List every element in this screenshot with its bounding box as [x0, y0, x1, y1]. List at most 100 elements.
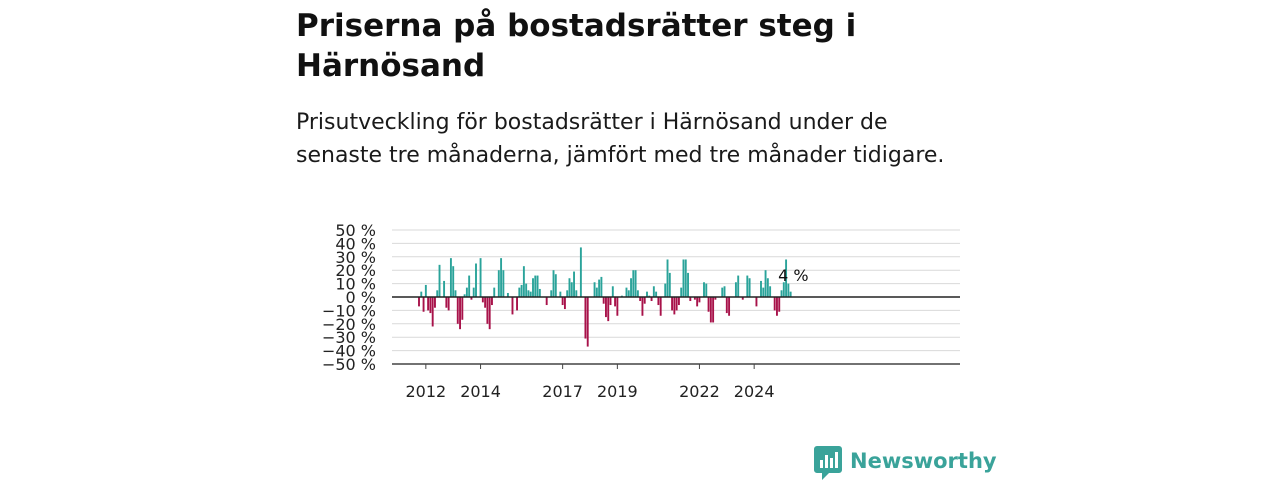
- bar: [500, 258, 503, 297]
- bar: [534, 275, 537, 297]
- bar: [561, 297, 564, 306]
- y-tick-label: 40 %: [335, 234, 376, 253]
- bar: [563, 297, 566, 310]
- chart-subtitle: Prisutveckling för bostadsrätter i Härnö…: [296, 110, 945, 168]
- bar: [506, 292, 509, 297]
- bar: [593, 282, 596, 297]
- bar: [709, 297, 712, 323]
- bar: [511, 297, 514, 315]
- bar: [787, 283, 790, 297]
- chart-title: Priserna på bostadsrätter steg i Härnösa…: [296, 8, 857, 84]
- bar: [725, 297, 728, 314]
- bar: [636, 290, 639, 297]
- bar: [630, 278, 632, 297]
- bar: [682, 259, 685, 297]
- bar: [454, 290, 457, 297]
- bar: [693, 297, 696, 300]
- bar: [479, 258, 482, 297]
- x-tick-label: 2019: [597, 382, 638, 401]
- bar: [429, 297, 432, 314]
- bar: [634, 270, 637, 297]
- bar: [522, 266, 525, 297]
- bar: [780, 290, 783, 297]
- last-value-label: 4 %: [778, 266, 808, 285]
- bar: [703, 282, 705, 297]
- bar: [463, 294, 466, 297]
- bar: [536, 275, 539, 297]
- x-tick-label: 2022: [679, 382, 720, 401]
- bar: [632, 270, 635, 297]
- bar: [639, 297, 642, 302]
- bar: [559, 291, 562, 297]
- bar: [434, 297, 436, 308]
- bar: [570, 282, 573, 297]
- bar: [529, 291, 532, 297]
- bar: [755, 297, 758, 307]
- bar: [550, 290, 553, 297]
- bar: [573, 271, 575, 297]
- bar: [782, 282, 785, 297]
- x-tick-label: 2024: [734, 382, 775, 401]
- bar: [611, 286, 614, 297]
- bar: [518, 287, 521, 297]
- bar: [527, 290, 530, 297]
- bar: [484, 297, 487, 308]
- bar: [762, 287, 765, 297]
- bar: [728, 297, 731, 316]
- bar: [470, 297, 473, 300]
- chart-bubble-icon: [814, 446, 842, 480]
- bar: [552, 270, 555, 297]
- bar: [422, 297, 425, 312]
- brand-name: Newsworthy: [850, 449, 997, 473]
- bar: [449, 258, 452, 297]
- y-tick-label: −20 %: [322, 315, 376, 334]
- bar: [538, 288, 541, 297]
- bar: [431, 297, 434, 327]
- bar: [456, 297, 459, 324]
- bar: [785, 259, 788, 297]
- y-tick-label: −50 %: [322, 355, 376, 374]
- bar: [734, 282, 737, 297]
- y-tick-label: 10 %: [335, 275, 376, 294]
- bar: [488, 297, 491, 330]
- bar: [746, 275, 749, 297]
- bar: [602, 297, 605, 304]
- bar: [554, 274, 557, 297]
- bar: [427, 297, 430, 311]
- bar: [502, 270, 505, 297]
- bar: [566, 290, 569, 297]
- x-tick-label: 2012: [405, 382, 446, 401]
- bar: [659, 297, 662, 316]
- bar: [655, 291, 658, 297]
- bar: [714, 297, 717, 300]
- bar: [595, 287, 598, 297]
- bar: [436, 290, 439, 297]
- bar: [579, 247, 582, 297]
- bar: [673, 297, 676, 315]
- bar: [472, 287, 475, 297]
- y-tick-label: 20 %: [335, 261, 376, 280]
- bar: [491, 297, 493, 306]
- bar: [668, 272, 671, 297]
- bar: [684, 259, 687, 297]
- bar: [545, 297, 548, 306]
- bar: [666, 259, 669, 297]
- bar: [600, 276, 603, 297]
- y-tick-label: 0 %: [346, 288, 376, 307]
- bar: [778, 297, 781, 312]
- x-tick-label: 2017: [542, 382, 583, 401]
- bar: [707, 297, 710, 312]
- bar: [721, 287, 724, 297]
- bar: [568, 278, 571, 297]
- y-tick-label: −10 %: [322, 301, 376, 320]
- bar: [760, 280, 762, 297]
- bar: [575, 290, 578, 297]
- bar: [687, 272, 689, 297]
- bar: [689, 297, 692, 302]
- bar: [481, 297, 484, 303]
- bar: [627, 290, 630, 297]
- bar: [598, 279, 601, 297]
- bar: [789, 291, 792, 297]
- bar: [584, 297, 587, 339]
